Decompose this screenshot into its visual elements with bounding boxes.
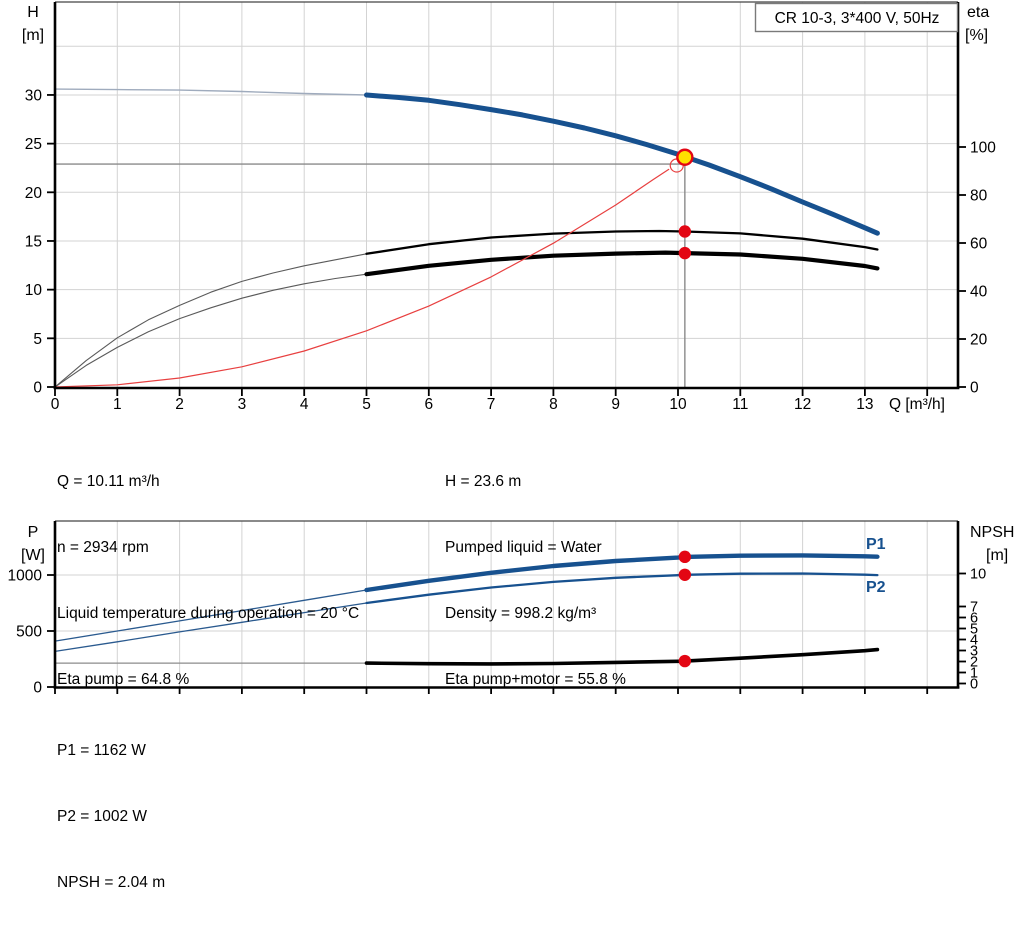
p1-curve <box>364 553 880 593</box>
tick-label: 60 <box>970 236 988 253</box>
duty-point-marker <box>676 148 694 166</box>
npsh-axis-unit: [m] <box>986 547 1008 564</box>
axes <box>47 1 966 694</box>
info-eta-pump-motor: Eta pump+motor = 55.8 % <box>445 671 626 688</box>
tick-label: 30 <box>25 87 43 104</box>
tick-label: 5 <box>33 331 42 348</box>
tick-label: 0 <box>33 380 42 397</box>
top-chart-markers <box>669 148 694 260</box>
p-axis-label: P <box>28 524 39 541</box>
eta-pump-motor-pre-range-curve <box>54 273 368 388</box>
npsh-curve <box>364 647 880 666</box>
power-npsh-results: P1 = 1162 W P2 = 1002 W NPSH = 2.04 m <box>57 696 165 938</box>
power-duty-marker <box>678 550 692 564</box>
tick-label: 3 <box>970 644 978 660</box>
tick-label: 80 <box>970 188 988 205</box>
tick-label: 1 <box>113 396 122 413</box>
duty-info-right-column: H = 23.6 m Pumped liquid = Water Density… <box>445 427 626 735</box>
tick-label: 500 <box>16 624 42 641</box>
tick-label: 0 <box>970 380 979 397</box>
pump-title-box <box>754 2 959 33</box>
bottom-chart-curves <box>54 553 880 666</box>
tick-label: 13 <box>856 396 873 413</box>
head-pre-range-curve <box>54 88 368 96</box>
p1-curve-label: P1 <box>866 536 886 553</box>
eta-axis-unit: [%] <box>965 27 988 44</box>
result-p1: P1 = 1162 W <box>57 742 146 759</box>
tick-label: 4 <box>970 633 978 649</box>
info-flow: Q = 10.11 m³/h <box>57 473 160 490</box>
p2-curve <box>365 572 879 605</box>
tick-label: 7 <box>487 396 496 413</box>
info-pumped-liquid: Pumped liquid = Water <box>445 539 602 556</box>
npsh-axis-label: NPSH <box>970 524 1014 541</box>
tick-label: 40 <box>970 284 988 301</box>
tick-label: 7 <box>970 600 978 616</box>
h-axis-unit: [m] <box>22 27 44 44</box>
tick-label: 4 <box>300 396 309 413</box>
eta-pump-curve <box>365 229 879 255</box>
pump-curve-panel: 0 5 10 15 20 25 30 0 20 40 60 80 100 0 1 2 3 4 5 6 7 8 9 10 11 12… <box>8 1 1014 891</box>
tick-label: 10 <box>669 396 687 413</box>
tick-label: 0 <box>33 680 42 697</box>
power-duty-marker <box>678 568 692 581</box>
p2-curve-label: P2 <box>866 579 886 596</box>
bottom-chart-markers <box>678 550 692 668</box>
tick-label: 0 <box>970 677 978 693</box>
tick-label: 0 <box>51 396 60 413</box>
result-p2: P2 = 1002 W <box>57 808 148 825</box>
tick-label: 6 <box>424 396 433 413</box>
duty-info-left-column: Q = 10.11 m³/h n = 2934 rpm Liquid tempe… <box>57 427 359 735</box>
system-curve-curve <box>54 168 670 388</box>
info-head: H = 23.6 m <box>445 473 522 490</box>
pump-title: CR 10-3, 3*400 V, 50Hz <box>775 10 940 27</box>
tick-label: 2 <box>970 655 978 671</box>
tick-label: 25 <box>25 136 42 153</box>
q-axis-label: Q [m³/h] <box>889 396 945 413</box>
tick-label: 9 <box>611 396 620 413</box>
info-liquid-temperature: Liquid temperature during operation = 20… <box>57 605 360 622</box>
tick-label: 12 <box>794 396 811 413</box>
tick-label: 6 <box>970 611 978 627</box>
tick-label: 3 <box>238 396 247 413</box>
tick-label: 8 <box>549 396 558 413</box>
eta-axis-label: eta <box>967 4 989 21</box>
bottom-chart-gridlines <box>55 521 958 687</box>
p2-pre-range-curve <box>54 602 368 653</box>
tick-label: 1000 <box>8 568 43 585</box>
top-chart-curves <box>54 88 880 388</box>
head-curve <box>364 92 880 236</box>
tick-label: 10 <box>970 567 986 583</box>
tick-label: 11 <box>732 396 748 413</box>
tick-label: 1 <box>970 666 978 682</box>
eta-duty-marker <box>678 246 692 260</box>
tick-label: 100 <box>970 140 996 157</box>
eta-pump-motor-curve <box>364 250 880 277</box>
tick-label: 5 <box>362 396 371 413</box>
info-eta-pump: Eta pump = 64.8 % <box>57 671 190 688</box>
npsh-duty-marker <box>678 654 692 668</box>
h-axis-label: H <box>27 4 39 21</box>
p-axis-unit: [W] <box>21 547 45 564</box>
tick-label: 10 <box>25 282 43 299</box>
duty-crosshair <box>55 163 686 387</box>
tick-label: 15 <box>25 233 42 250</box>
info-density: Density = 998.2 kg/m³ <box>445 605 597 622</box>
tick-label: 20 <box>25 185 43 202</box>
result-npsh: NPSH = 2.04 m <box>57 874 166 891</box>
info-speed: n = 2934 rpm <box>57 539 149 556</box>
tick-label: 2 <box>175 396 184 413</box>
p1-pre-range-curve <box>54 589 368 642</box>
eta-pump-pre-range-curve <box>54 253 368 388</box>
top-chart-gridlines <box>55 2 958 387</box>
tick-label: 5 <box>970 622 978 638</box>
eta-duty-marker <box>678 225 692 238</box>
tick-label: 20 <box>970 332 988 349</box>
